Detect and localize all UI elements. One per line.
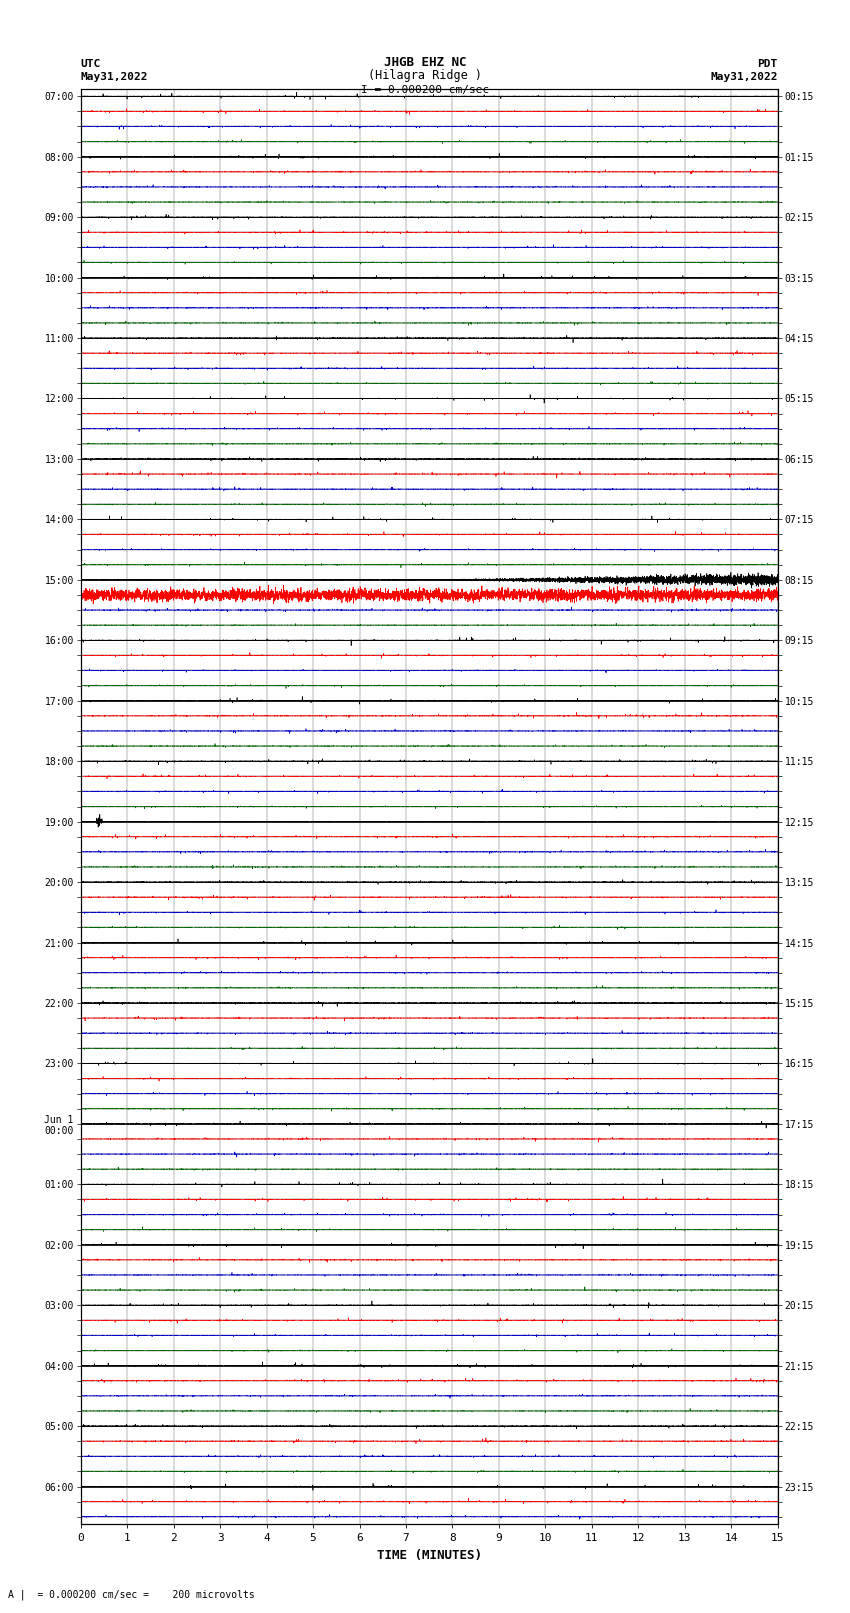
Text: A |  = 0.000200 cm/sec =    200 microvolts: A | = 0.000200 cm/sec = 200 microvolts bbox=[8, 1589, 255, 1600]
Text: May31,2022: May31,2022 bbox=[711, 73, 778, 82]
Text: I = 0.000200 cm/sec: I = 0.000200 cm/sec bbox=[361, 85, 489, 95]
Text: JHGB EHZ NC: JHGB EHZ NC bbox=[383, 56, 467, 69]
X-axis label: TIME (MINUTES): TIME (MINUTES) bbox=[377, 1548, 482, 1561]
Text: (Hilagra Ridge ): (Hilagra Ridge ) bbox=[368, 69, 482, 82]
Text: May31,2022: May31,2022 bbox=[81, 73, 148, 82]
Text: UTC: UTC bbox=[81, 60, 101, 69]
Text: PDT: PDT bbox=[757, 60, 778, 69]
